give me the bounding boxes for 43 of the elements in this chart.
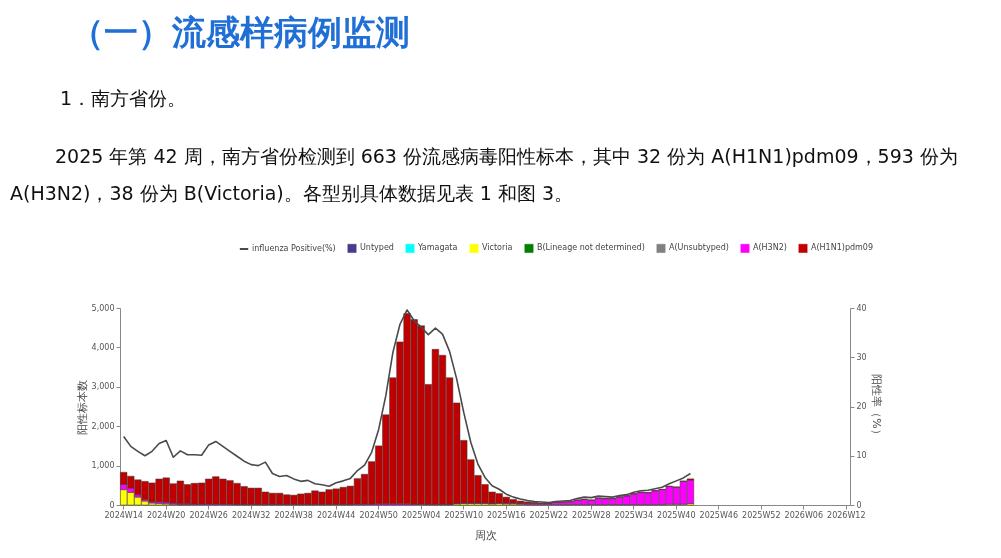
x-tick-label: 2025W40: [657, 510, 696, 520]
y-tick-label: 4,000: [91, 342, 115, 352]
y-axis-title: 阳性标本数: [75, 379, 89, 435]
y2-tick-label: 40: [856, 303, 867, 313]
y2-tick-label: 30: [856, 352, 867, 362]
chart-subtitle: 1．南方省份。: [60, 86, 187, 111]
x-tick-label: 2024W38: [274, 510, 313, 520]
legend-label: A(Unsubtyped): [669, 243, 729, 253]
legend-label: A(H1N1)pdm09: [811, 243, 874, 253]
x-tick-label: 2026W12: [827, 510, 866, 520]
legend-label: Untyped: [360, 243, 394, 253]
x-tick-label: 2025W16: [487, 510, 526, 520]
x-tick-label: 2024W50: [359, 510, 398, 520]
x-axis-title: 周次: [474, 528, 497, 542]
legend-label: B(Lineage not determined): [537, 243, 645, 253]
x-tick-label: 2025W28: [572, 510, 611, 520]
y-tick-label: 2,000: [91, 421, 115, 431]
x-tick-label: 2025W04: [402, 510, 441, 520]
x-tick-label: 2026W06: [784, 510, 824, 520]
x-tick-label: 2025W46: [699, 510, 739, 520]
legend-label: Yamagata: [417, 243, 458, 253]
y2-tick-label: 20: [856, 402, 867, 411]
y2-axis-title: 阳性率（%）: [869, 374, 883, 440]
y2-tick-label: 10: [856, 451, 867, 461]
x-tick-label: 2024W44: [317, 510, 356, 520]
text: 2025 年第 42 周，南方省份检测到 663 份流感病毒阳性标本，其中 32 份为 A(H1N1)pdm09，593 份为 A(H3N2)，38 份为 B(Victoria)。各型别具体数据见表 1 和图 3。: [10, 144, 959, 206]
y-tick-label: 1,000: [91, 461, 115, 471]
x-tick-label: 2024W20: [146, 510, 186, 520]
x-tick-label: 2024W26: [189, 510, 228, 520]
x-tick-label: 2024W32: [231, 510, 271, 520]
x-tick-label: 2025W52: [742, 510, 781, 520]
y-tick-label: 3,000: [91, 382, 115, 392]
chart-title: （一）流感样病例监测: [70, 11, 410, 54]
legend-label: influenza Positive(%): [252, 244, 336, 253]
y2-tick-label: 0: [856, 500, 862, 510]
y-tick-label: 5,000: [91, 303, 115, 313]
legend-label: A(H3N2): [753, 243, 787, 253]
x-tick-label: 2025W22: [529, 510, 568, 520]
legend-label: Victoria: [482, 243, 513, 253]
x-tick-label: 2024W14: [104, 510, 143, 520]
y-tick-label: 0: [109, 500, 115, 510]
x-tick-label: 2025W10: [444, 510, 483, 520]
x-tick-label: 2025W34: [614, 510, 653, 520]
